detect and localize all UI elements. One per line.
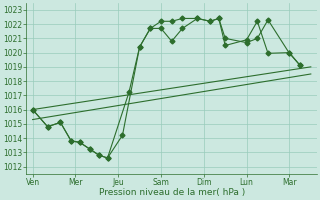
X-axis label: Pression niveau de la mer( hPa ): Pression niveau de la mer( hPa ) <box>99 188 245 197</box>
